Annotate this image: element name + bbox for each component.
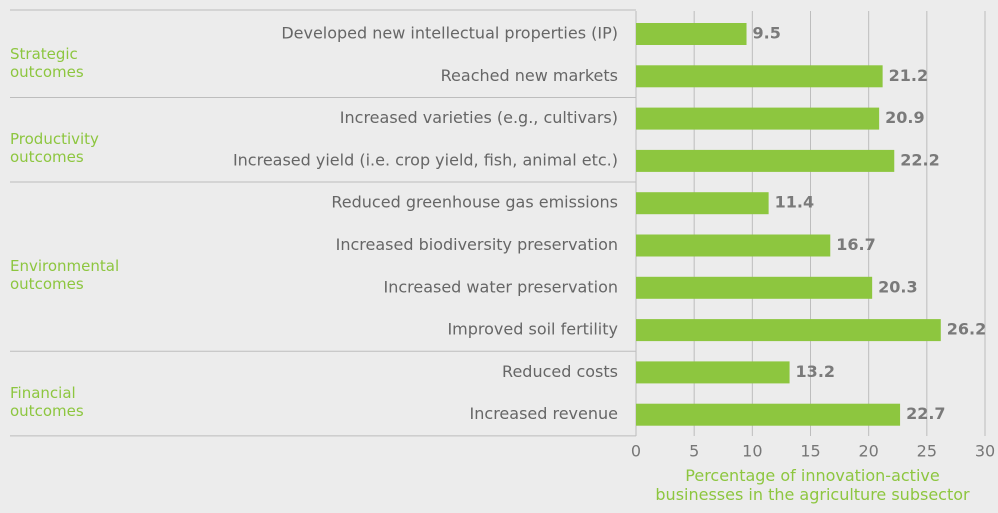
value-label: 22.2 [900,150,939,169]
value-label: 9.5 [753,24,781,43]
bar [636,107,880,130]
bar [636,149,895,172]
value-label: 11.4 [775,193,814,212]
value-label: 13.2 [796,362,835,381]
category-label: Increased biodiversity preservation [336,235,618,254]
category-label: Developed new intellectual properties (I… [281,24,618,43]
value-label: 21.2 [889,66,928,85]
x-tick-label: 10 [742,442,762,461]
x-tick-label: 15 [800,442,820,461]
category-label: Increased varieties (e.g., cultivars) [340,108,618,127]
x-tick-label: 0 [631,442,641,461]
bar [636,403,901,426]
x-tick-label: 25 [917,442,937,461]
x-axis-title: Percentage of innovation-active business… [655,466,970,504]
value-label: 22.7 [906,404,945,423]
group-label: Strategic outcomes [10,45,84,82]
group-label: Environmental outcomes [10,256,120,293]
category-label: Reduced greenhouse gas emissions [331,193,618,212]
group-label: Financial outcomes [10,383,84,420]
value-label: 20.9 [885,108,924,127]
category-label: Increased water preservation [383,277,618,296]
value-label: 16.7 [836,235,875,254]
bar [636,361,790,384]
bar [636,23,747,45]
bar [636,192,769,215]
x-tick-label: 20 [858,442,878,461]
category-label: Reduced costs [502,362,618,381]
bar [636,65,883,88]
group-label: Productivity outcomes [10,129,99,166]
bar [636,234,831,257]
value-label: 26.2 [947,320,986,339]
bar [636,319,941,342]
bar [636,276,873,299]
category-label: Increased yield (i.e. crop yield, fish, … [233,150,618,169]
x-tick-label: 5 [689,442,699,461]
category-label: Reached new markets [441,66,618,85]
value-label: 20.3 [878,277,917,296]
x-tick-label: 30 [975,442,995,461]
category-label: Improved soil fertility [447,320,618,339]
category-label: Increased revenue [470,404,618,423]
